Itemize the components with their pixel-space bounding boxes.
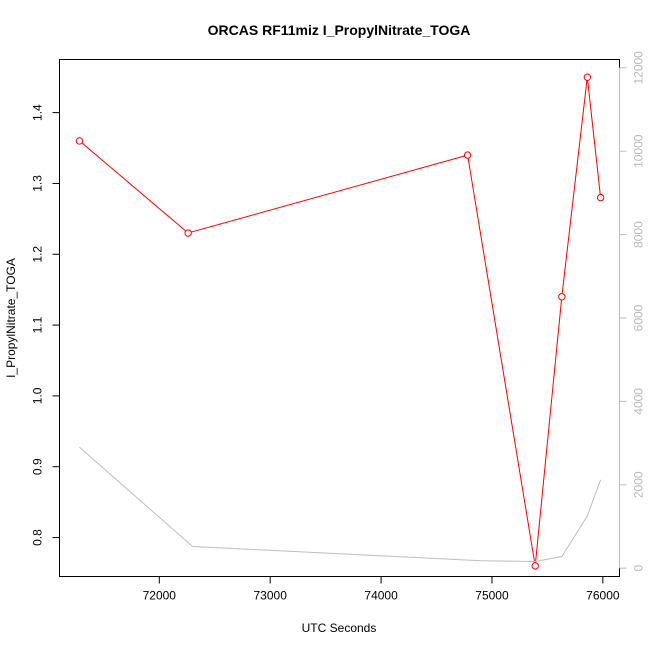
x-tick-label: 74000 xyxy=(364,589,398,603)
x-tick-label: 72000 xyxy=(143,589,177,603)
y-tick-label: 1.3 xyxy=(31,175,45,192)
y2-tick-label: 12000 xyxy=(632,51,646,85)
x-tick-label: 76000 xyxy=(586,589,620,603)
y-tick-label: 1.4 xyxy=(31,104,45,121)
y2-tick-label: 4000 xyxy=(632,388,646,415)
y2-tick-label: 8000 xyxy=(632,221,646,248)
data-point xyxy=(184,229,192,237)
data-point xyxy=(75,137,84,145)
secondary-y-axis: 0 2000 4000 6000 8000 10000 12000 xyxy=(619,51,646,572)
y-tick-label: 0.8 xyxy=(31,529,45,546)
y2-tick-label: 2000 xyxy=(632,471,646,498)
y-axis-label: I_PropylNitrate_TOGA xyxy=(4,258,18,378)
y-tick-label: 1.2 xyxy=(31,246,45,263)
y2-tick-label: 0 xyxy=(632,565,646,572)
y-tick-label: 0.9 xyxy=(31,458,45,475)
data-point xyxy=(583,73,592,81)
series-layer xyxy=(75,73,605,570)
y2-tick-label: 6000 xyxy=(632,304,646,331)
y-tick-label: 1.1 xyxy=(31,316,45,333)
x-tick-label: 75000 xyxy=(475,589,509,603)
series-line-secondary xyxy=(79,446,602,563)
data-point xyxy=(463,151,472,159)
chart-title: ORCAS RF11miz I_PropylNitrate_TOGA xyxy=(208,22,471,38)
data-point xyxy=(531,562,539,570)
series-line-primary xyxy=(79,77,602,566)
x-axis: 72000 73000 74000 75000 76000 xyxy=(143,576,620,603)
y2-tick-label: 10000 xyxy=(632,134,646,168)
data-point xyxy=(558,293,566,301)
y-tick-label: 1.0 xyxy=(31,387,45,404)
x-axis-label: UTC Seconds xyxy=(302,621,377,635)
data-point xyxy=(596,193,605,202)
x-tick-label: 73000 xyxy=(254,589,288,603)
y-axis: 0.8 0.9 1.0 1.1 1.2 1.3 1.4 xyxy=(31,104,60,546)
plot-frame xyxy=(59,59,620,577)
